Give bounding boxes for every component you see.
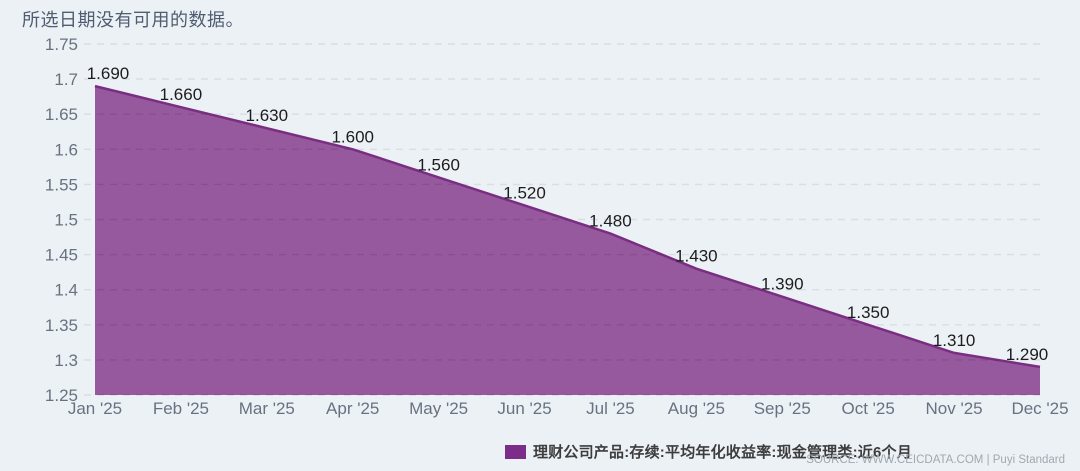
series-line [94, 84, 1041, 369]
x-axis-tick-label: Jan '25 [68, 399, 122, 418]
data-point-label: 1.430 [675, 247, 718, 266]
x-axis-tick-label: Dec '25 [1011, 399, 1068, 418]
area-series [95, 86, 1040, 396]
data-point-label: 1.660 [160, 85, 203, 104]
x-axis-tick-label: Sep '25 [754, 399, 811, 418]
source-attribution: SOURCE: WWW.CEICDATA.COM | Puyi Standard [806, 454, 1065, 466]
x-axis-tick-label: Mar '25 [239, 399, 295, 418]
x-axis-tick-label: Nov '25 [926, 399, 983, 418]
status-message: 所选日期没有可用的数据。 [22, 10, 244, 30]
data-point-label: 1.480 [589, 212, 632, 231]
data-point-label: 1.600 [331, 127, 374, 146]
y-axis-tick-label: 1.25 [45, 386, 78, 405]
y-axis-tick-label: 1.6 [54, 140, 78, 159]
x-axis-tick-label: Aug '25 [668, 399, 725, 418]
data-point-label: 1.310 [933, 331, 976, 350]
x-axis-tick-label: Apr '25 [326, 399, 379, 418]
y-axis-tick-label: 1.3 [54, 351, 78, 370]
y-axis-tick-label: 1.4 [54, 281, 78, 300]
data-point-label: 1.630 [246, 106, 289, 125]
legend: 理财公司产品:存续:平均年化收益率:现金管理类:近6个月 [505, 441, 912, 462]
x-axis-tick-label: Oct '25 [842, 399, 895, 418]
y-axis-tick-label: 1.45 [45, 246, 78, 265]
legend-label: 理财公司产品:存续:平均年化收益率:现金管理类:近6个月 [533, 444, 912, 461]
y-axis-tick-label: 1.65 [45, 105, 78, 124]
data-point-label: 1.520 [503, 183, 546, 202]
legend-swatch-icon [505, 444, 526, 459]
x-axis-tick-label: Jun '25 [497, 399, 551, 418]
y-axis-tick-label: 1.7 [54, 70, 78, 89]
y-axis-tick-label: 1.55 [45, 175, 78, 194]
y-axis-tick-label: 1.35 [45, 316, 78, 335]
x-axis-tick-label: Feb '25 [153, 399, 209, 418]
data-point-label: 1.290 [1006, 345, 1049, 364]
data-point-label: 1.390 [761, 275, 804, 294]
x-axis-tick-label: May '25 [409, 399, 468, 418]
y-axis-tick-label: 1.75 [45, 35, 78, 54]
data-point-label: 1.690 [87, 64, 130, 83]
x-axis-tick-label: Jul '25 [586, 399, 635, 418]
data-point-label: 1.560 [417, 155, 460, 174]
y-axis-tick-label: 1.5 [54, 211, 78, 230]
data-point-label: 1.350 [847, 303, 890, 322]
